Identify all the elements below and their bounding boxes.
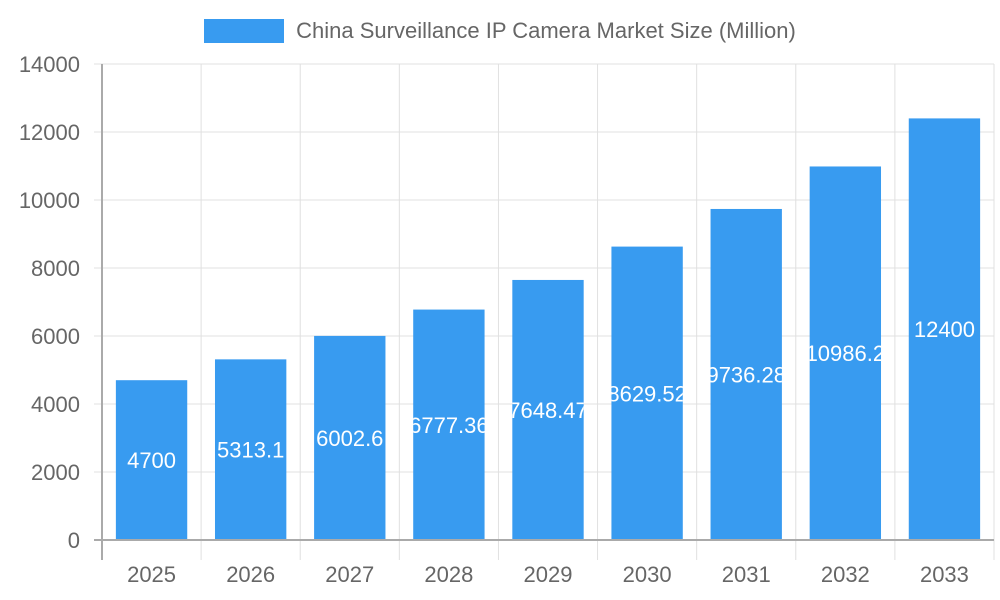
y-tick-label: 2000	[31, 460, 80, 485]
chart-legend[interactable]: China Surveillance IP Camera Market Size…	[0, 18, 1000, 44]
bar-2029[interactable]	[512, 279, 584, 540]
bar-value-label: 5313.1	[217, 438, 284, 463]
bar-value-label: 12400	[914, 317, 975, 342]
x-tick-label: 2030	[623, 562, 672, 587]
x-tick-label: 2026	[226, 562, 275, 587]
bar-2027[interactable]	[314, 335, 386, 540]
y-tick-label: 6000	[31, 324, 80, 349]
y-tick-label: 4000	[31, 392, 80, 417]
bar-2033[interactable]	[908, 118, 981, 541]
bar-value-label: 8629.52	[607, 381, 687, 406]
y-tick-label: 10000	[19, 188, 80, 213]
bar-2026[interactable]	[214, 359, 287, 540]
bar-2025[interactable]	[115, 380, 188, 540]
x-tick-label: 2033	[920, 562, 969, 587]
bar-value-label: 9736.28	[706, 362, 786, 387]
bar-value-label: 6002.6	[316, 426, 383, 451]
y-tick-label: 12000	[19, 120, 80, 145]
y-tick-label: 0	[68, 528, 80, 553]
bar-2031[interactable]	[710, 208, 782, 540]
x-tick-label: 2029	[524, 562, 573, 587]
legend-label: China Surveillance IP Camera Market Size…	[296, 18, 796, 43]
x-tick-label: 2028	[424, 562, 473, 587]
x-tick-label: 2025	[127, 562, 176, 587]
bar-2030[interactable]	[611, 246, 683, 540]
bar-value-label: 4700	[127, 448, 176, 473]
x-tick-label: 2031	[722, 562, 771, 587]
y-tick-label: 14000	[19, 52, 80, 77]
x-tick-label: 2027	[325, 562, 374, 587]
legend-swatch	[204, 19, 285, 43]
bar-value-label: 10986.2	[806, 341, 886, 366]
y-tick-label: 8000	[31, 256, 80, 281]
bar-2028[interactable]	[413, 309, 485, 540]
bar-2032[interactable]	[809, 166, 882, 541]
bar-value-label: 6777.36	[409, 413, 489, 438]
x-tick-label: 2032	[821, 562, 870, 587]
bar-value-label: 7648.47	[508, 398, 588, 423]
